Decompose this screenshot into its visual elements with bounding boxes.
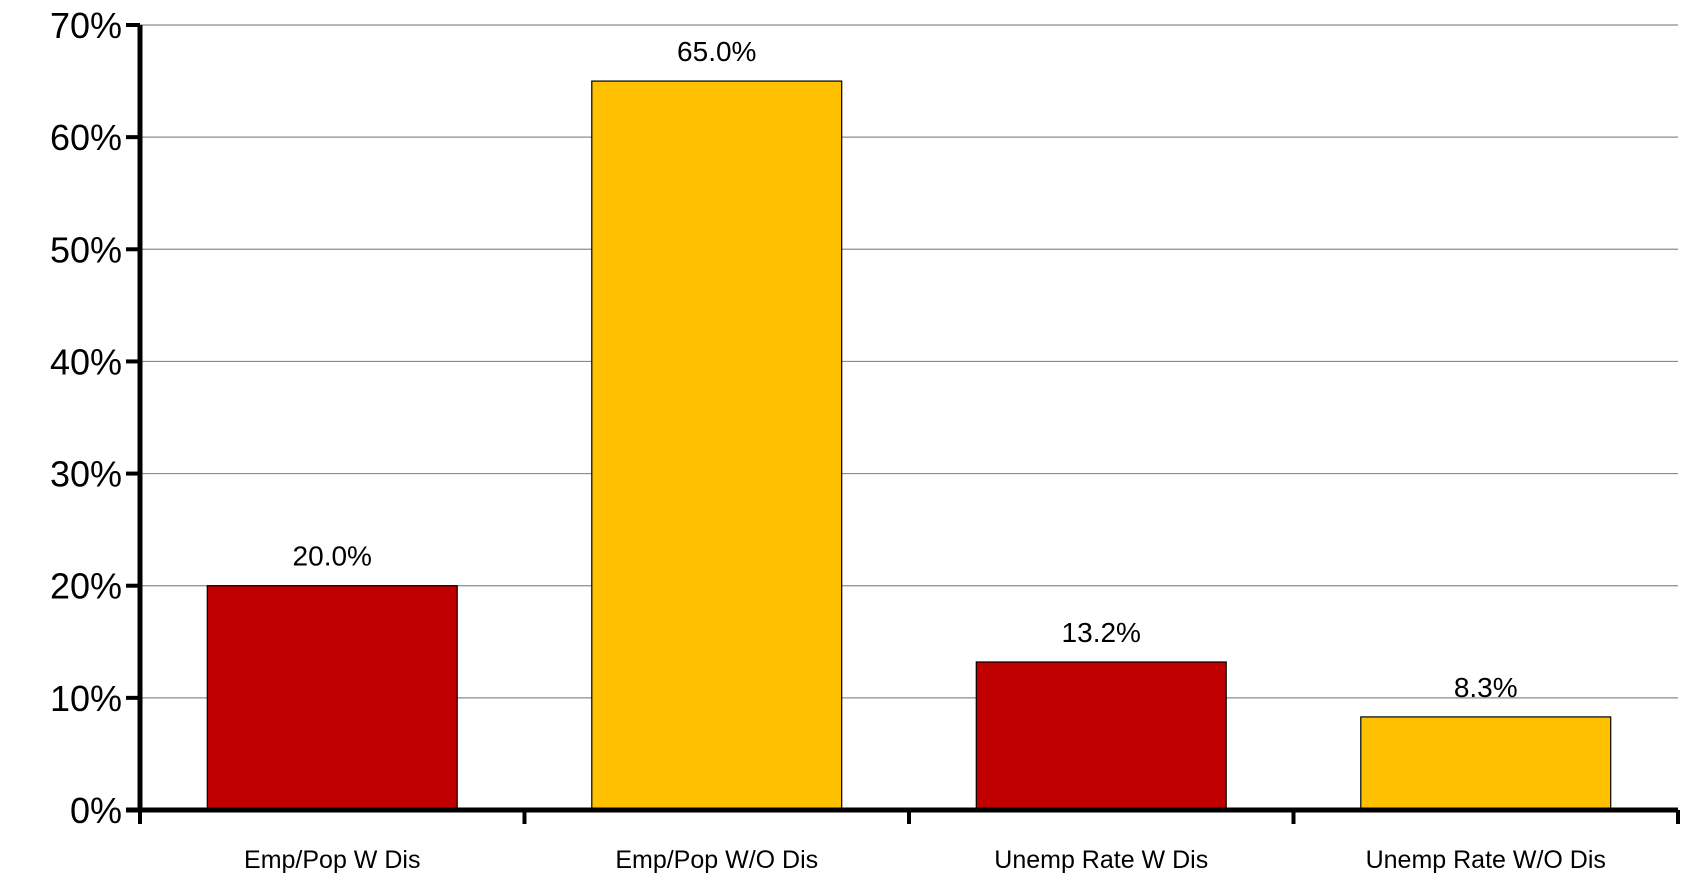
data-label: 8.3% [1454, 672, 1518, 703]
x-tick-label: Unemp Rate W Dis [994, 846, 1208, 874]
data-label: 13.2% [1062, 617, 1141, 648]
data-labels: 20.0% 65.0% 13.2% 8.3% [293, 36, 1518, 703]
y-tick-label: 20% [50, 566, 122, 607]
axes [126, 25, 1678, 813]
data-label: 65.0% [677, 36, 756, 67]
y-tick-label: 30% [50, 454, 122, 495]
bar [975, 661, 1227, 811]
y-tick-label: 10% [50, 678, 122, 719]
y-tick-label: 0% [70, 790, 122, 831]
y-tick-label: 70% [50, 5, 122, 46]
x-tick-label: Emp/Pop W Dis [244, 846, 420, 874]
y-axis-ticks: 0% 10% 20% 30% 40% 50% 60% 70% [50, 5, 140, 831]
bar [1360, 716, 1612, 811]
x-tick-label: Unemp Rate W/O Dis [1366, 846, 1606, 874]
x-tick-label: Emp/Pop W/O Dis [615, 846, 818, 874]
y-tick-label: 40% [50, 341, 122, 382]
y-tick-label: 50% [50, 229, 122, 270]
bar [206, 585, 458, 811]
y-tick-label: 60% [50, 117, 122, 158]
bars [206, 80, 1612, 811]
bar [591, 80, 843, 811]
data-label: 20.0% [293, 541, 372, 572]
x-axis-ticks: Emp/Pop W Dis Emp/Pop W/O Dis Unemp Rate W… [138, 810, 1680, 874]
